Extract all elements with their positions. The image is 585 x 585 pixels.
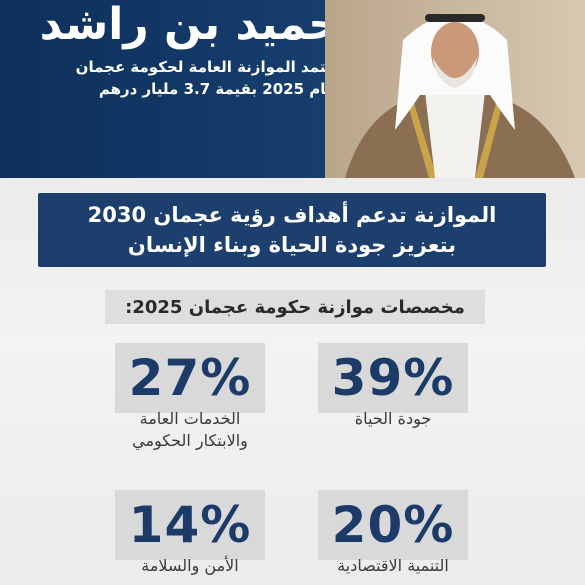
stat-label: الخدمات العامة والابتكار الحكومي bbox=[100, 408, 280, 452]
stat-card-economic-development: 20% bbox=[318, 490, 468, 560]
stat-card-quality-of-life: 39% bbox=[318, 343, 468, 413]
stat-card-public-services: 27% bbox=[115, 343, 265, 413]
subheadline-line-2: لعام 2025 بقيمة 3.7 مليار درهم bbox=[98, 80, 340, 98]
stat-label: التنمية الاقتصادية bbox=[308, 555, 478, 577]
section-title: مخصصات موازنة حكومة عجمان 2025: bbox=[105, 290, 485, 324]
banner-line-1: الموازنة تدعم أهداف رؤية عجمان 2030 bbox=[87, 203, 497, 227]
stat-label: جودة الحياة bbox=[318, 408, 468, 430]
banner-line-2: بتعزيز جودة الحياة وبناء الإنسان bbox=[127, 233, 457, 257]
stat-card-security-safety: 14% bbox=[115, 490, 265, 560]
subheadline-line-1: يعتمد الموازنة العامة لحكومة عجمان bbox=[75, 58, 340, 76]
stat-label-line-1: التنمية الاقتصادية bbox=[337, 556, 449, 575]
portrait-photo bbox=[325, 0, 585, 178]
stat-label-line-1: الأمن والسلامة bbox=[141, 556, 239, 575]
stat-label: الأمن والسلامة bbox=[115, 555, 265, 577]
stat-value: 20% bbox=[331, 496, 455, 554]
stat-label-line-1: جودة الحياة bbox=[354, 409, 432, 428]
stat-label-line-1: الخدمات العامة bbox=[139, 409, 241, 428]
header: حميد بن راشد يعتمد الموازنة العامة لحكوم… bbox=[0, 0, 585, 178]
headline: حميد بن راشد bbox=[39, 0, 340, 50]
stat-value: 14% bbox=[128, 496, 252, 554]
vision-banner: الموازنة تدعم أهداف رؤية عجمان 2030 بتعز… bbox=[38, 193, 546, 267]
stat-value: 27% bbox=[128, 349, 252, 407]
stat-label-line-2: والابتكار الحكومي bbox=[132, 431, 248, 450]
stat-value: 39% bbox=[331, 349, 455, 407]
